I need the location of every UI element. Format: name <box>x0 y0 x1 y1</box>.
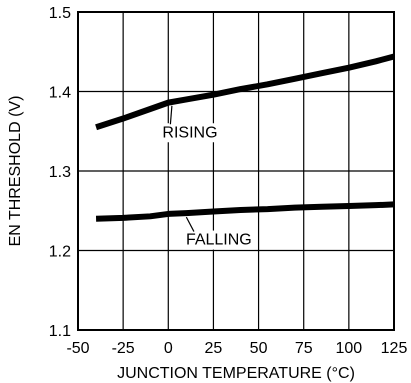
annotations: RISING FALLING <box>159 105 255 250</box>
annotation-backdrop <box>159 123 221 143</box>
annotation-label-1: RISING <box>162 124 217 141</box>
x-tick-label: 100 <box>336 340 363 357</box>
series-lines <box>95 53 395 222</box>
plot-frame <box>77 11 395 331</box>
x-tick-labels: -50 -25 0 25 50 75 100 125 <box>66 340 407 357</box>
x-tick-label: 125 <box>381 340 408 357</box>
y-tick-label: 1.5 <box>49 5 71 22</box>
x-tick-label: 50 <box>250 340 268 357</box>
annotation-leader-2 <box>185 216 195 232</box>
x-tick-label: 75 <box>295 340 313 357</box>
y-tick-labels: 1.1 1.2 1.3 1.4 1.5 <box>49 5 71 340</box>
y-tick-label: 1.2 <box>49 244 71 261</box>
series-line-2 <box>95 201 395 222</box>
y-tick-label: 1.3 <box>49 164 71 181</box>
y-tick-label: 1.1 <box>49 323 71 340</box>
x-tick-label: 25 <box>205 340 223 357</box>
x-tick-label: -25 <box>112 340 135 357</box>
y-tick-label: 1.4 <box>49 85 71 102</box>
annotation-label-2: FALLING <box>186 232 252 249</box>
x-axis-label: JUNCTION TEMPERATURE (°C) <box>117 365 355 382</box>
x-tick-label: -50 <box>66 340 89 357</box>
annotation-leader-1 <box>169 105 173 125</box>
series-line-1 <box>95 53 395 131</box>
annotation-backdrop <box>182 230 255 250</box>
x-tick-label: 0 <box>164 340 173 357</box>
y-axis-label: EN THRESHOLD (V) <box>7 96 24 247</box>
